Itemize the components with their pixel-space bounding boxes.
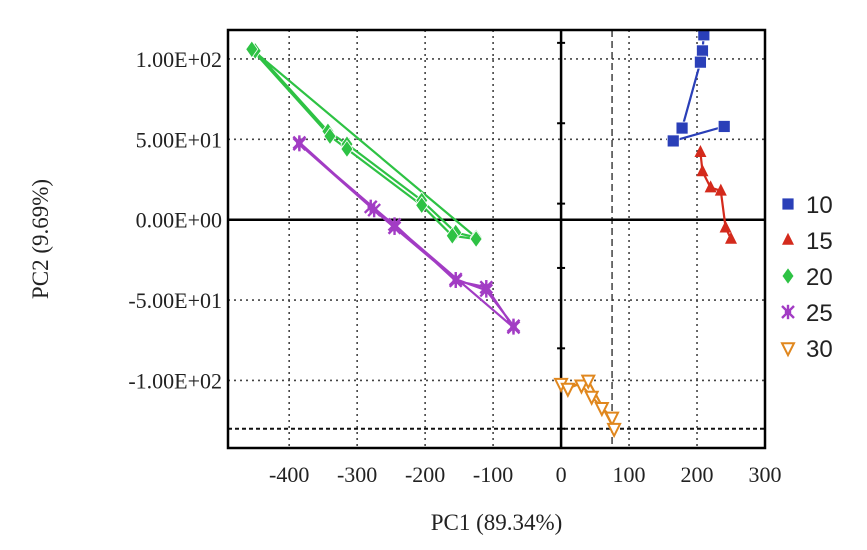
series-15-point [714,183,727,196]
x-tick-label: 300 [749,462,782,487]
series-30-point [573,379,590,395]
x-tick-label: 0 [556,462,567,487]
series-30-point [560,382,576,398]
series-15-point [696,164,709,177]
series-20-point [445,226,459,245]
x-tick-label: -400 [269,462,309,487]
y-axis-title: PC2 (9.69%) [28,179,53,299]
y-tick-labels: 1.00E+02 5.00E+01 0.00E+00 -5.00E+01 -1.00E+… [128,47,222,394]
legend-label-25: 25 [806,300,833,327]
series-25-point [367,202,381,218]
legend-label-15: 15 [806,228,833,255]
plot-frame [226,28,767,450]
grid-lines [228,30,766,448]
legend-marker-25 [781,304,795,320]
series-20-point [245,40,259,59]
x-tick-label: 100 [613,462,646,487]
x-tick-label: -300 [337,462,377,487]
series-markers [245,28,738,439]
series-20-point [340,139,354,159]
series-15-point [704,180,717,193]
series-15-point [694,144,707,157]
series-30-point [606,422,622,439]
series-10-point [675,121,689,135]
y-tick-label: 5.00E+01 [136,127,222,152]
x-tick-label: -200 [405,462,445,487]
series-30-point [594,402,610,418]
series-lines [250,34,732,430]
series-30-point [604,411,620,427]
legend-marker-10 [781,197,795,211]
series-10-point [694,55,707,69]
y-tick-label: 1.00E+02 [136,47,222,72]
series-10-point [717,120,731,133]
legend-marker-15 [782,232,794,245]
legend-marker-20 [781,266,795,286]
series-25-point [479,283,494,298]
series-20-line [250,48,478,241]
legend-label-30: 30 [806,336,833,363]
x-tick-label: -100 [473,462,513,487]
x-tick-label: 200 [681,462,714,487]
series-15-point [725,231,738,244]
legend-marker-30 [780,342,796,358]
y-tick-label: -5.00E+01 [128,288,222,313]
series-25-point [506,318,521,334]
legend-label-10: 10 [806,192,833,219]
legend: 10 15 20 25 30 [780,192,833,363]
series-20-point [415,196,429,215]
axes [228,30,765,448]
series-15-point [719,220,732,233]
y-tick-label: 0.00E+00 [136,208,222,233]
x-tick-labels: -400 -300 -200 -100 0 100 200 300 [269,462,781,487]
reference-lines [228,30,765,448]
series-20-point [323,127,337,146]
y-tick-label: -1.00E+02 [128,368,222,393]
series-25-point [292,136,307,152]
series-30-point [580,374,596,390]
series-30-point [584,390,600,406]
legend-label-20: 20 [806,264,833,291]
series-25-point [387,220,402,235]
x-axis-title: PC1 (89.34%) [431,510,563,535]
series-25-point [448,271,463,287]
series-20-point [469,229,483,249]
series-10-point [696,44,709,58]
series-10-point [666,134,680,148]
